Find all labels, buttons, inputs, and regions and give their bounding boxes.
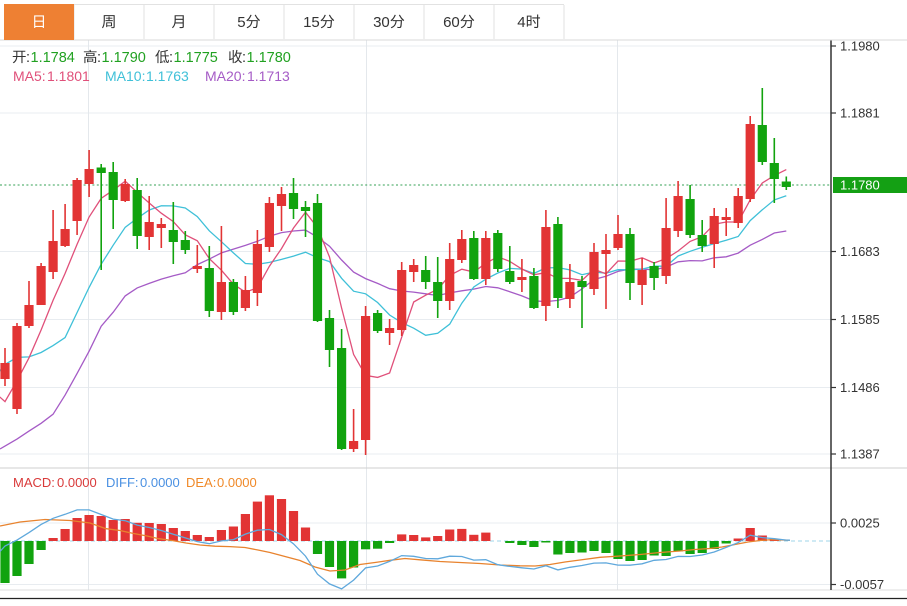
svg-text:MA5:: MA5: <box>13 68 46 84</box>
svg-text:1.1387: 1.1387 <box>840 447 880 462</box>
svg-text:1.1801: 1.1801 <box>47 68 90 84</box>
svg-text:MA20:: MA20: <box>205 68 245 84</box>
svg-text:1.1780: 1.1780 <box>840 178 880 193</box>
svg-text::: : <box>169 50 173 66</box>
svg-text:MA10:: MA10: <box>105 68 145 84</box>
svg-text:MACD:: MACD: <box>13 475 55 490</box>
svg-text:0.0000: 0.0000 <box>217 475 257 490</box>
svg-text:0.0000: 0.0000 <box>57 475 97 490</box>
svg-text:1.1775: 1.1775 <box>174 50 218 66</box>
svg-text::: : <box>26 50 30 66</box>
svg-text:-0.0057: -0.0057 <box>840 577 884 592</box>
svg-text:1.1980: 1.1980 <box>840 39 880 54</box>
svg-text:15: 15 <box>303 14 320 31</box>
svg-text:1.1881: 1.1881 <box>840 106 880 121</box>
svg-text:1.1713: 1.1713 <box>247 68 290 84</box>
svg-text:1.1486: 1.1486 <box>840 380 880 395</box>
svg-text::: : <box>242 50 246 66</box>
svg-text:0.0025: 0.0025 <box>840 516 880 531</box>
svg-text:DIFF:: DIFF: <box>106 475 139 490</box>
svg-text::: : <box>97 50 101 66</box>
svg-text:60: 60 <box>443 14 460 31</box>
svg-text:1.1780: 1.1780 <box>247 50 291 66</box>
svg-text:30: 30 <box>373 14 390 31</box>
svg-text:1.1585: 1.1585 <box>840 312 880 327</box>
svg-text:1.1790: 1.1790 <box>102 50 146 66</box>
svg-text:5: 5 <box>237 14 245 31</box>
svg-text:4: 4 <box>517 14 525 31</box>
svg-text:1.1683: 1.1683 <box>840 244 880 259</box>
svg-text:1.1763: 1.1763 <box>146 68 189 84</box>
svg-text:0.0000: 0.0000 <box>140 475 180 490</box>
svg-text:DEA:: DEA: <box>186 475 216 490</box>
svg-text:1.1784: 1.1784 <box>31 50 75 66</box>
